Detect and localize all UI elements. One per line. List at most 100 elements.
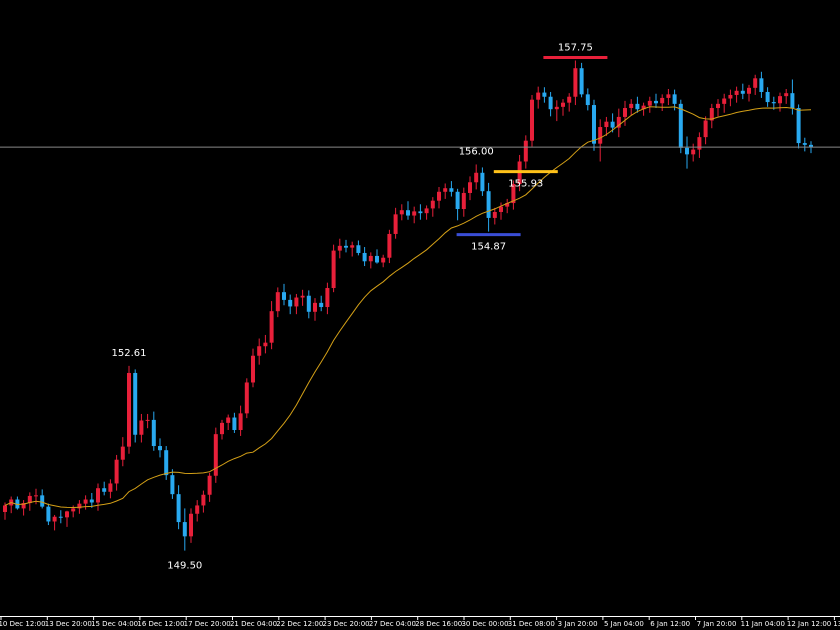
time-axis-ticks: 10 Dec 12:00 13 Dec 20:00 15 Dec 04:00 16 D… <box>0 616 840 628</box>
time-tick-label: 22 Dec 12:00 <box>276 620 323 628</box>
candle-body <box>486 191 491 218</box>
annotation-label-156-00: 156.00 <box>459 146 494 157</box>
candle-body <box>232 417 237 430</box>
candle-body <box>641 105 646 110</box>
candle-body <box>387 233 392 258</box>
candle-body <box>207 475 212 495</box>
candle-body <box>393 214 398 234</box>
candle-body <box>759 78 764 92</box>
time-tick-label: 27 Dec 04:00 <box>369 620 416 628</box>
candle-body <box>716 103 720 109</box>
candle-body <box>406 210 410 216</box>
time-tick-label: 10 Dec 12:00 <box>0 620 46 628</box>
candle-body <box>480 172 485 192</box>
candle-body <box>15 499 20 509</box>
candle-body <box>65 511 69 518</box>
candle-body <box>461 192 466 210</box>
candle-body <box>313 302 317 312</box>
candle-body <box>771 102 776 104</box>
candle-body <box>96 488 100 503</box>
candle-body <box>102 488 107 492</box>
candle-body <box>362 252 367 262</box>
candle-body <box>449 188 454 192</box>
time-tick-label: 21 Dec 04:00 <box>230 620 277 628</box>
candle-body <box>424 208 429 214</box>
candle-body <box>344 245 348 248</box>
time-tick-label: 17 Dec 20:00 <box>184 620 231 628</box>
candle-body <box>3 505 7 512</box>
candle-body <box>616 116 621 128</box>
candle-body <box>790 93 795 109</box>
candle-body <box>40 495 45 507</box>
candle-body <box>734 90 739 95</box>
candle-body <box>213 434 218 476</box>
candle-body <box>350 245 355 248</box>
time-tick-label: 13 Jan 20:00 <box>833 620 840 628</box>
candle-body <box>604 121 609 128</box>
candle-body <box>244 382 249 414</box>
candle-body <box>747 87 751 94</box>
candle-body <box>337 245 342 251</box>
candle-body <box>474 172 479 183</box>
time-tick-label: 5 Jan 04:00 <box>604 620 644 628</box>
candle-body <box>573 68 578 97</box>
candle-body <box>399 210 404 215</box>
moving-average-line <box>4 106 812 509</box>
candle-body <box>52 516 57 522</box>
candle-body <box>523 140 528 162</box>
candle-body <box>34 495 38 497</box>
candle-body <box>635 103 640 110</box>
annotation-label-152-61: 152.61 <box>112 348 147 359</box>
candle-body <box>802 143 807 145</box>
candle-body <box>282 292 286 300</box>
candle-body <box>139 420 144 435</box>
candle-body <box>511 184 516 204</box>
annotations-layer: 157.75 156.00 154.87 155.93 152.61 149.50 <box>112 42 608 572</box>
candle-body <box>554 106 559 110</box>
candle-body <box>58 516 63 518</box>
candle-body <box>275 292 280 312</box>
candle-body <box>21 503 26 509</box>
candle-body <box>164 450 169 476</box>
candle-body <box>306 295 311 312</box>
candle-body <box>220 422 224 435</box>
annotation-label-155-93: 155.93 <box>508 179 543 190</box>
candle-body <box>796 108 801 144</box>
candle-body <box>300 295 305 298</box>
candle-body <box>170 475 175 495</box>
candle-body <box>263 342 268 347</box>
candle-body <box>610 121 615 128</box>
candle-body <box>381 257 386 263</box>
candle-body <box>579 68 584 95</box>
annotation-label-149-50: 149.50 <box>167 561 202 572</box>
time-tick-label: 6 Jan 12:00 <box>650 620 690 628</box>
candle-body <box>257 346 262 356</box>
candle-body <box>120 446 125 460</box>
candle-body <box>728 94 733 99</box>
candle-body <box>629 103 634 109</box>
candle-body <box>542 92 547 97</box>
candle-body <box>356 245 361 253</box>
candle-body <box>294 297 299 307</box>
candle-body <box>697 137 702 150</box>
candle-body <box>375 255 379 263</box>
candle-body <box>784 93 789 97</box>
candle-body <box>151 419 156 447</box>
candle-body <box>89 499 94 503</box>
candle-body <box>740 90 745 94</box>
candle-body <box>722 98 727 104</box>
candle-body <box>77 503 82 509</box>
candle-body <box>703 120 708 138</box>
candle-body <box>127 372 131 447</box>
candle-body <box>468 182 472 193</box>
candle-body <box>108 483 113 492</box>
candle-body <box>201 494 206 506</box>
candle-body <box>685 147 689 155</box>
candle-body <box>585 94 590 106</box>
candle-body <box>412 211 417 216</box>
candle-body <box>530 99 534 141</box>
candle-body <box>437 191 441 201</box>
candle-body <box>666 94 671 98</box>
